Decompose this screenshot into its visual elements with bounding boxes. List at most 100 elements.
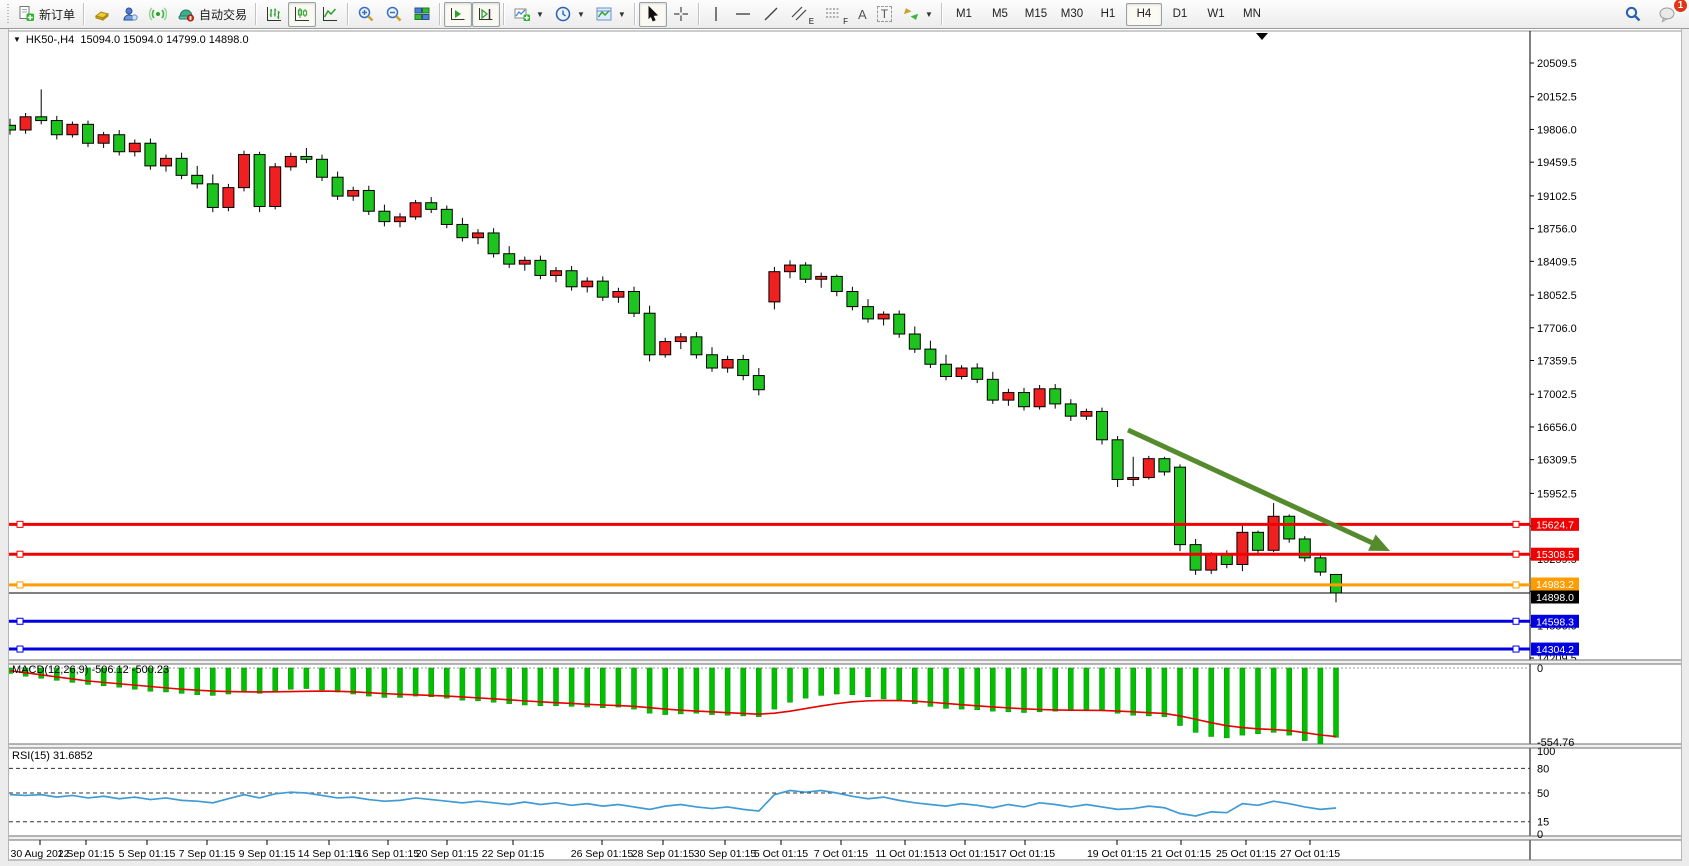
trendline-tool-button[interactable]	[757, 2, 785, 27]
hline-handle[interactable]	[1512, 550, 1520, 558]
rsi-axis-label: 0	[1537, 829, 1543, 841]
toolbar-separator	[697, 3, 700, 25]
pane-separator[interactable]	[0, 836, 1689, 840]
chevron-down-icon: ▼	[925, 9, 933, 19]
price-tick-label: 15952.5	[1537, 488, 1577, 500]
text-tool-button[interactable]: A	[853, 2, 872, 27]
trend-arrow-head[interactable]	[1368, 534, 1390, 551]
hline-handle[interactable]	[1512, 617, 1520, 625]
pane-separator[interactable]	[0, 744, 1689, 748]
hline-handle[interactable]	[1512, 645, 1520, 653]
hline-handle[interactable]	[16, 550, 24, 558]
chart-ohlc-values: 15094.0 15094.0 14799.0 14898.0	[80, 34, 249, 46]
macd-histogram-bar	[210, 667, 216, 696]
price-tick-label: 19806.0	[1537, 124, 1577, 136]
metaeditor-button[interactable]	[88, 2, 116, 27]
candle-body	[362, 189, 375, 212]
hline-handle[interactable]	[16, 581, 24, 589]
text-label-tool-button[interactable]: T	[872, 2, 897, 27]
date-label: 5 Oct 01:15	[754, 848, 808, 860]
date-label: 5 Sep 01:15	[119, 848, 176, 860]
chart-shift-marker[interactable]	[1256, 33, 1268, 40]
price-label-box[interactable]	[1531, 642, 1579, 656]
macd-histogram-bar	[319, 667, 325, 691]
tf-button-m1[interactable]: M1	[955, 8, 972, 20]
price-label-text: 15308.5	[1536, 549, 1574, 561]
candle-body	[784, 264, 796, 273]
zoom-out-button[interactable]	[380, 2, 408, 27]
hline-handle[interactable]	[1512, 581, 1520, 589]
date-label: 1 Sep 01:15	[58, 848, 115, 860]
notifications-button[interactable]: 1	[1653, 0, 1688, 27]
hline-handle[interactable]	[16, 520, 24, 528]
vertical-line-tool-button[interactable]	[703, 2, 729, 27]
periods-button[interactable]: ▼	[549, 2, 590, 27]
zoom-in-button[interactable]	[352, 2, 380, 27]
candle-body	[940, 363, 952, 378]
hline-handle[interactable]	[1512, 520, 1520, 528]
signals-button[interactable]	[144, 2, 172, 27]
horizontal-line-tool-button[interactable]	[729, 2, 757, 27]
community-button[interactable]	[116, 2, 144, 27]
candle-body	[19, 116, 32, 131]
line-chart-button[interactable]	[316, 2, 344, 27]
cursor-tool-button[interactable]	[638, 1, 667, 27]
candle-body	[877, 313, 890, 320]
toolbar-separator	[83, 3, 86, 25]
candle-body	[331, 176, 344, 197]
candle-body	[1142, 458, 1155, 479]
tile-windows-button[interactable]	[408, 2, 436, 27]
macd-histogram-bar	[1005, 667, 1012, 713]
templates-button[interactable]: ▼	[590, 2, 631, 27]
new-order-button[interactable]: 新订单	[12, 2, 80, 27]
indicators-button[interactable]: ▼	[508, 2, 549, 27]
toolbar-grip[interactable]	[5, 4, 10, 24]
macd-histogram-bar	[1099, 667, 1105, 711]
candle-body	[1002, 392, 1015, 401]
auto-trading-button[interactable]: 自动交易	[172, 2, 252, 27]
chart-shift-button[interactable]	[472, 1, 501, 27]
price-label-box[interactable]	[1531, 614, 1579, 628]
window-right-edge[interactable]	[1681, 29, 1689, 866]
candle-body	[425, 202, 438, 210]
macd-histogram-bar	[1270, 667, 1277, 733]
auto-scroll-button[interactable]	[444, 1, 473, 27]
date-label: 19 Oct 01:15	[1087, 848, 1147, 860]
price-label-box[interactable]	[1531, 590, 1579, 604]
tf-button-m5[interactable]: M5	[991, 8, 1008, 20]
macd-histogram-bar	[428, 667, 434, 698]
toolbar-separator	[439, 3, 442, 25]
candle-body	[238, 154, 250, 189]
candle-body	[612, 291, 625, 298]
macd-histogram-bar	[693, 667, 700, 714]
price-label-box[interactable]	[1531, 517, 1579, 531]
main-toolbar: 新订单 自动交易 ▼ ▼	[0, 0, 1689, 29]
bar-chart-button[interactable]	[260, 2, 288, 27]
hline-handle[interactable]	[16, 617, 24, 625]
tf-button-m30[interactable]: M30	[1060, 8, 1084, 20]
arrows-tool-button[interactable]: ▼	[897, 2, 938, 27]
tf-button-mn[interactable]: MN	[1243, 8, 1261, 20]
price-label-box[interactable]	[1531, 547, 1579, 561]
pane-separator[interactable]	[0, 660, 1689, 664]
candle-body	[1252, 531, 1264, 551]
tf-button-h1[interactable]: H1	[1100, 8, 1116, 20]
chart-title: ▼ HK50-,H4 15094.0 15094.0 14799.0 14898.…	[13, 34, 249, 46]
candlestick-chart-button[interactable]	[288, 1, 317, 27]
tf-button-m15[interactable]: M15	[1024, 8, 1048, 20]
tf-button-w1[interactable]: W1	[1207, 8, 1225, 20]
trend-arrow-line[interactable]	[1126, 427, 1381, 549]
candle-body	[1283, 515, 1296, 540]
macd-histogram-bar	[1224, 667, 1230, 739]
equidistant-channel-tool-button[interactable]: E	[785, 2, 819, 27]
search-button[interactable]	[1619, 2, 1647, 27]
hline-handle[interactable]	[16, 645, 24, 653]
tf-button-d1[interactable]: D1	[1172, 8, 1188, 20]
price-label-box[interactable]	[1531, 577, 1579, 591]
tf-button-h4[interactable]: H4	[1125, 2, 1162, 26]
fibonacci-tool-button[interactable]: F	[819, 2, 853, 27]
fibonacci-sub-label: F	[843, 16, 849, 26]
candlestick-chart-icon	[295, 7, 310, 21]
crosshair-tool-button[interactable]	[667, 2, 695, 27]
